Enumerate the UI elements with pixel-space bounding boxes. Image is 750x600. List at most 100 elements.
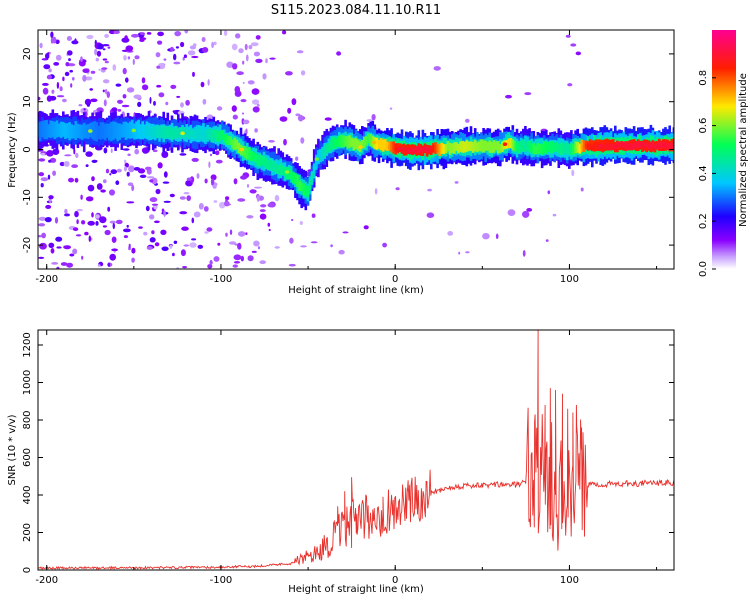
ridge-cell: [149, 127, 153, 134]
ridge-cell: [524, 141, 527, 149]
noise-speckle: [149, 179, 154, 183]
ridge-cell: [580, 143, 584, 150]
ridge-peak: [131, 128, 136, 133]
ridge-cell: [457, 145, 460, 152]
noise-speckle: [104, 88, 108, 95]
ridge-cell: [273, 163, 276, 169]
ridge-cell: [501, 142, 504, 149]
noise-speckle: [458, 251, 461, 255]
noise-speckle: [51, 89, 55, 94]
ridge-cell: [473, 143, 477, 150]
ridge-cell: [323, 145, 326, 153]
ridge-cell: [308, 182, 312, 188]
ridge-cell: [64, 127, 67, 135]
noise-speckle: [60, 262, 68, 266]
ridge-cell: [124, 129, 128, 135]
ridge-cell: [593, 142, 596, 150]
ridge-cell: [484, 142, 487, 150]
ridge-cell: [329, 142, 333, 150]
ridge-cell: [377, 140, 381, 148]
ridge-cell: [269, 161, 272, 167]
noise-speckle: [86, 103, 90, 107]
noise-speckle: [202, 98, 207, 105]
snr-series-line: [38, 330, 674, 570]
noise-speckle: [56, 81, 60, 89]
ridge-cell: [607, 143, 611, 150]
noise-speckle: [52, 36, 57, 44]
noise-speckle: [298, 114, 304, 122]
noise-speckle: [156, 65, 161, 69]
noise-speckle: [157, 162, 163, 169]
top-y-axis: -20 -10 0 10 20: [22, 48, 674, 253]
noise-speckle: [209, 260, 213, 265]
ridge-cell: [191, 129, 195, 137]
ridge-cell: [672, 141, 674, 149]
noise-speckle: [100, 189, 106, 193]
noise-speckle: [330, 244, 333, 248]
noise-speckle: [246, 184, 250, 188]
noise-speckle: [83, 108, 86, 111]
noise-speckle: [291, 219, 294, 221]
ridge-cell: [396, 145, 400, 152]
ridge-cell: [116, 127, 119, 134]
noise-speckle: [395, 187, 400, 191]
ridge-cell: [279, 165, 283, 172]
ridge-cell: [227, 137, 230, 143]
colorbar-tick-label: 0.0: [698, 261, 709, 277]
ridge-cell: [206, 132, 209, 138]
noise-speckle: [133, 112, 136, 118]
noise-speckle: [465, 118, 470, 123]
noise-speckle: [50, 31, 54, 39]
ridge-cell: [354, 142, 358, 149]
colorbar-label: Normalized spectral amplitude: [738, 73, 749, 227]
noise-speckle: [268, 140, 275, 143]
noise-speckle: [92, 159, 98, 163]
noise-speckle: [45, 53, 50, 60]
ridge-cell: [321, 150, 324, 157]
ridge-cell: [440, 144, 444, 152]
ridge-cell: [530, 144, 533, 152]
noise-speckle: [524, 92, 532, 96]
noise-speckle: [126, 224, 129, 228]
noise-speckle: [131, 184, 135, 192]
ridge-cell: [384, 141, 387, 147]
ridge-cell: [248, 151, 251, 157]
ridge-cell: [281, 167, 285, 174]
noise-speckle: [247, 80, 255, 85]
ridge-cell: [110, 128, 113, 136]
x-tick-label: -200: [35, 575, 58, 586]
noise-speckle: [40, 183, 44, 188]
noise-speckle: [38, 96, 41, 101]
ridge-cell: [208, 130, 211, 138]
ridge-cell: [574, 145, 577, 151]
noise-speckle: [213, 200, 218, 203]
ridge-cell: [375, 140, 379, 148]
ridge-cell: [51, 126, 55, 134]
noise-speckle: [245, 232, 248, 236]
ridge-peak: [502, 142, 508, 146]
noise-speckle: [80, 194, 83, 200]
noise-speckle: [295, 156, 299, 161]
ridge-cell: [421, 146, 425, 152]
noise-speckle: [126, 171, 130, 177]
ridge-cell: [352, 139, 356, 146]
noise-speckle: [371, 114, 376, 121]
noise-speckle: [56, 266, 60, 269]
ridge-cell: [45, 126, 48, 134]
y-tick-label: 600: [22, 448, 33, 467]
ridge-cell: [57, 126, 61, 132]
noise-speckle: [163, 200, 171, 203]
ridge-cell: [402, 146, 406, 153]
noise-speckle: [102, 44, 110, 47]
noise-speckle: [162, 181, 170, 184]
spectrogram-plot: [38, 30, 674, 269]
ridge-cell: [204, 131, 207, 137]
noise-speckle: [38, 223, 46, 227]
ridge-cell: [565, 147, 569, 153]
bottom-y-axis: 0 200 400 600 800 1000 1200: [22, 332, 674, 573]
ridge-cell: [243, 147, 247, 153]
noise-speckle: [111, 236, 117, 243]
ridge-cell: [611, 143, 615, 149]
noise-speckle: [95, 214, 100, 219]
noise-speckle: [117, 99, 123, 104]
